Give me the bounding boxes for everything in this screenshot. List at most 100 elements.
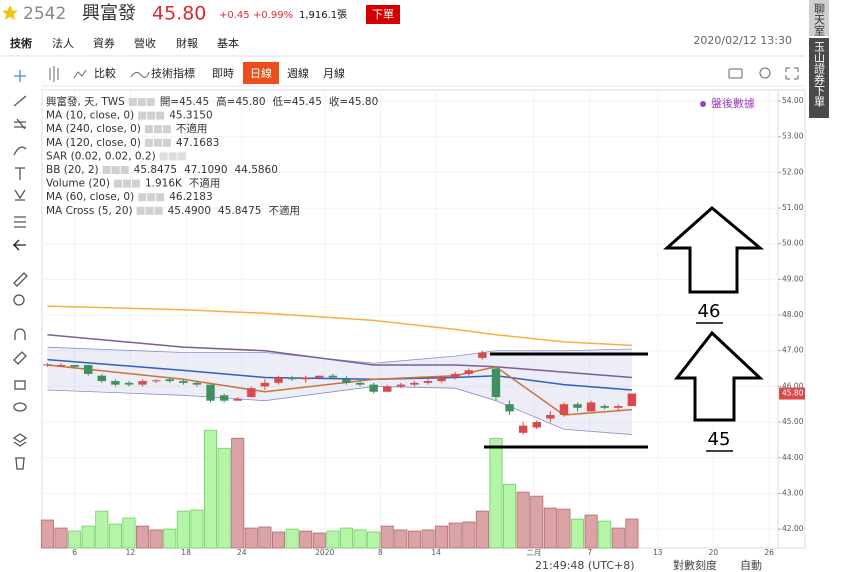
snapshot-icon[interactable] xyxy=(728,68,743,79)
order-button-label[interactable]: 下單 xyxy=(372,8,394,21)
volume-bar xyxy=(530,495,544,549)
legend-control[interactable] xyxy=(159,152,168,161)
legend-control[interactable] xyxy=(102,166,111,174)
back-tool[interactable] xyxy=(12,239,26,251)
line-tool[interactable] xyxy=(13,95,27,107)
order-button[interactable] xyxy=(366,5,400,24)
lock-tool[interactable] xyxy=(14,380,26,390)
legend-control[interactable] xyxy=(177,152,186,161)
legend-control[interactable] xyxy=(120,166,129,174)
legend-control[interactable] xyxy=(144,125,153,134)
tab[interactable]: 技術 xyxy=(10,36,32,50)
fullscreen-icon[interactable] xyxy=(785,67,799,80)
tab[interactable]: 財報 xyxy=(176,36,198,50)
y-tick-label: 50.00 xyxy=(782,239,804,248)
candle-body xyxy=(138,381,147,385)
volume-bar xyxy=(584,514,598,549)
legend-label[interactable]: MA (10, close, 0) xyxy=(46,110,134,122)
crosshair-tool[interactable] xyxy=(14,70,26,82)
legend-control[interactable] xyxy=(147,193,156,202)
legend-control[interactable] xyxy=(153,125,162,134)
legend-control[interactable] xyxy=(147,111,156,120)
legend-control[interactable] xyxy=(136,206,145,215)
compare-icon[interactable] xyxy=(73,69,87,79)
candle-body xyxy=(165,379,174,382)
candle-body xyxy=(301,377,310,380)
legend-label[interactable]: 興富發, 天, TWS xyxy=(46,95,125,108)
legend-control[interactable] xyxy=(111,166,120,174)
magnet-tool[interactable] xyxy=(14,328,26,340)
legend-control[interactable] xyxy=(138,111,147,120)
prediction-tool[interactable] xyxy=(14,216,26,228)
tab[interactable]: 基本 xyxy=(217,36,239,50)
candle-body xyxy=(450,373,460,378)
compare-label[interactable]: 比較 xyxy=(94,66,116,80)
period-option[interactable]: 月線 xyxy=(323,66,345,80)
after-hours-label[interactable]: 盤後數據 xyxy=(711,96,755,110)
legend-label[interactable]: MA Cross (5, 20) xyxy=(46,205,133,217)
legend-control[interactable] xyxy=(146,98,155,106)
legend-label[interactable]: SAR (0.02, 0.02, 0.2) xyxy=(46,150,156,162)
candle-body xyxy=(627,393,637,407)
legend-control[interactable] xyxy=(113,179,122,188)
x-tick-label: 8 xyxy=(378,548,383,557)
candle-body xyxy=(546,414,555,419)
indicators-label[interactable]: 技術指標 xyxy=(151,66,195,80)
legend-control[interactable] xyxy=(153,138,162,147)
stock-name: 興富發 xyxy=(82,3,136,24)
lock-draw-tool[interactable] xyxy=(13,351,27,365)
measure-tool[interactable] xyxy=(13,272,28,287)
candle-body xyxy=(97,375,107,382)
candle-icon[interactable] xyxy=(49,66,59,82)
legend-control[interactable] xyxy=(145,206,154,215)
layers-tool[interactable] xyxy=(12,433,28,447)
legend-control[interactable] xyxy=(156,193,165,202)
user-annotations xyxy=(484,206,765,452)
broker-order-button[interactable] xyxy=(809,38,829,118)
legend-value: 不適用 xyxy=(268,204,300,217)
delete-tool[interactable] xyxy=(15,457,25,470)
candle-body xyxy=(464,370,473,374)
pattern-tool[interactable] xyxy=(14,189,26,201)
legend-control[interactable] xyxy=(138,193,147,202)
legend-control[interactable] xyxy=(137,98,146,106)
legend-value: 不適用 xyxy=(176,122,208,135)
period-option[interactable]: 即時 xyxy=(212,67,234,80)
brush-tool[interactable] xyxy=(13,146,27,156)
legend-control[interactable] xyxy=(131,179,140,188)
volume-bar xyxy=(40,519,54,549)
legend-control[interactable] xyxy=(162,138,171,147)
legend-control[interactable] xyxy=(122,179,131,188)
settings-icon[interactable] xyxy=(759,67,771,79)
legend-control[interactable] xyxy=(144,138,153,147)
favorite-star[interactable] xyxy=(2,5,18,20)
legend-control[interactable] xyxy=(162,125,171,134)
legend-label[interactable]: MA (120, close, 0) xyxy=(46,137,141,149)
active-period-bg[interactable] xyxy=(243,62,279,84)
text-tool[interactable] xyxy=(15,167,25,180)
chat-button-label[interactable]: 聊天室 xyxy=(813,2,826,36)
stock-price: 45.80 xyxy=(152,3,206,25)
chat-button[interactable] xyxy=(809,0,829,36)
legend-control[interactable] xyxy=(128,98,137,106)
indicator-icon[interactable] xyxy=(130,71,150,78)
fib-tool[interactable] xyxy=(14,118,26,130)
period-option[interactable]: 日線 xyxy=(250,66,272,80)
tab[interactable]: 資券 xyxy=(93,36,115,50)
legend-label[interactable]: Volume (20) xyxy=(46,178,110,190)
broker-order-label[interactable]: 玉山證券下單 xyxy=(813,41,826,107)
legend-label[interactable]: MA (240, close, 0) xyxy=(46,123,141,135)
legend-control[interactable] xyxy=(156,111,165,120)
visibility-tool[interactable] xyxy=(13,402,27,412)
auto-scale-toggle[interactable]: 自動 xyxy=(740,558,762,572)
zoom-tool[interactable] xyxy=(13,294,25,306)
volume-bar xyxy=(462,521,476,549)
log-scale-toggle[interactable]: 對數刻度 xyxy=(673,558,717,572)
legend-control[interactable] xyxy=(154,206,163,215)
period-option[interactable]: 週線 xyxy=(287,66,309,80)
legend-control[interactable] xyxy=(168,152,177,161)
legend-label[interactable]: MA (60, close, 0) xyxy=(46,191,134,203)
tab[interactable]: 營收 xyxy=(134,36,156,50)
legend-label[interactable]: BB (20, 2) xyxy=(46,164,99,176)
tab[interactable]: 法人 xyxy=(52,36,74,50)
